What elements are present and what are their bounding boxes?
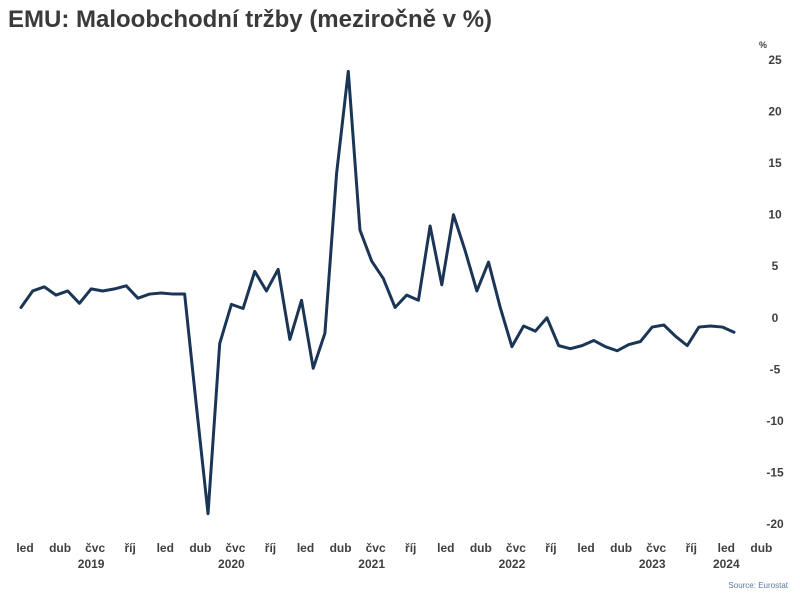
series-line [19, 69, 736, 516]
y-tick-label: 5 [772, 259, 779, 273]
x-year-label: 2020 [218, 557, 245, 571]
x-tick-label: dub [189, 541, 211, 555]
y-tick-label: -10 [766, 414, 784, 428]
x-tick-label: led [577, 541, 594, 555]
y-tick-label: 25 [768, 53, 782, 67]
x-tick-label: dub [330, 541, 352, 555]
y-tick-label: -15 [766, 465, 784, 479]
x-year-label: 2021 [358, 557, 385, 571]
x-tick-label: čvc [225, 541, 245, 555]
y-tick-label: 10 [768, 208, 782, 222]
x-tick-label: říj [125, 541, 136, 555]
x-year-label: 2023 [639, 557, 666, 571]
x-tick-label: dub [610, 541, 632, 555]
x-tick-label: říj [686, 541, 697, 555]
x-tick-label: čvc [506, 541, 526, 555]
x-year-label: 2024 [713, 557, 740, 571]
y-unit-label: % [759, 40, 767, 50]
x-tick-label: dub [49, 541, 71, 555]
x-tick-label: čvc [85, 541, 105, 555]
x-year-label: 2019 [78, 557, 105, 571]
x-axis: led dub čvc říj led dub čvc říj led dub čvc říj led d… [16, 541, 772, 571]
x-tick-label: led [157, 541, 174, 555]
x-tick-label: led [718, 541, 735, 555]
x-tick-label: led [437, 541, 454, 555]
y-tick-label: 15 [768, 156, 782, 170]
x-tick-label: říj [545, 541, 556, 555]
plot-area [19, 69, 736, 516]
y-tick-label: 20 [768, 105, 782, 119]
x-tick-label: led [297, 541, 314, 555]
chart-title: EMU: Maloobchodní tržby (meziročně v %) [8, 6, 493, 33]
source-note: Source: Eurostat [728, 581, 788, 590]
x-tick-label: říj [265, 541, 276, 555]
x-tick-label: dub [750, 541, 772, 555]
x-tick-label: čvc [366, 541, 386, 555]
y-axis: 25 20 15 10 5 0 -5 -10 -15 -20 [766, 53, 784, 531]
x-tick-label: čvc [646, 541, 666, 555]
x-tick-label: říj [405, 541, 416, 555]
y-tick-label: 0 [772, 311, 779, 325]
y-tick-label: -20 [766, 517, 784, 531]
x-tick-label: led [16, 541, 33, 555]
y-tick-label: -5 [770, 362, 781, 376]
x-tick-label: dub [470, 541, 492, 555]
x-year-label: 2022 [499, 557, 526, 571]
